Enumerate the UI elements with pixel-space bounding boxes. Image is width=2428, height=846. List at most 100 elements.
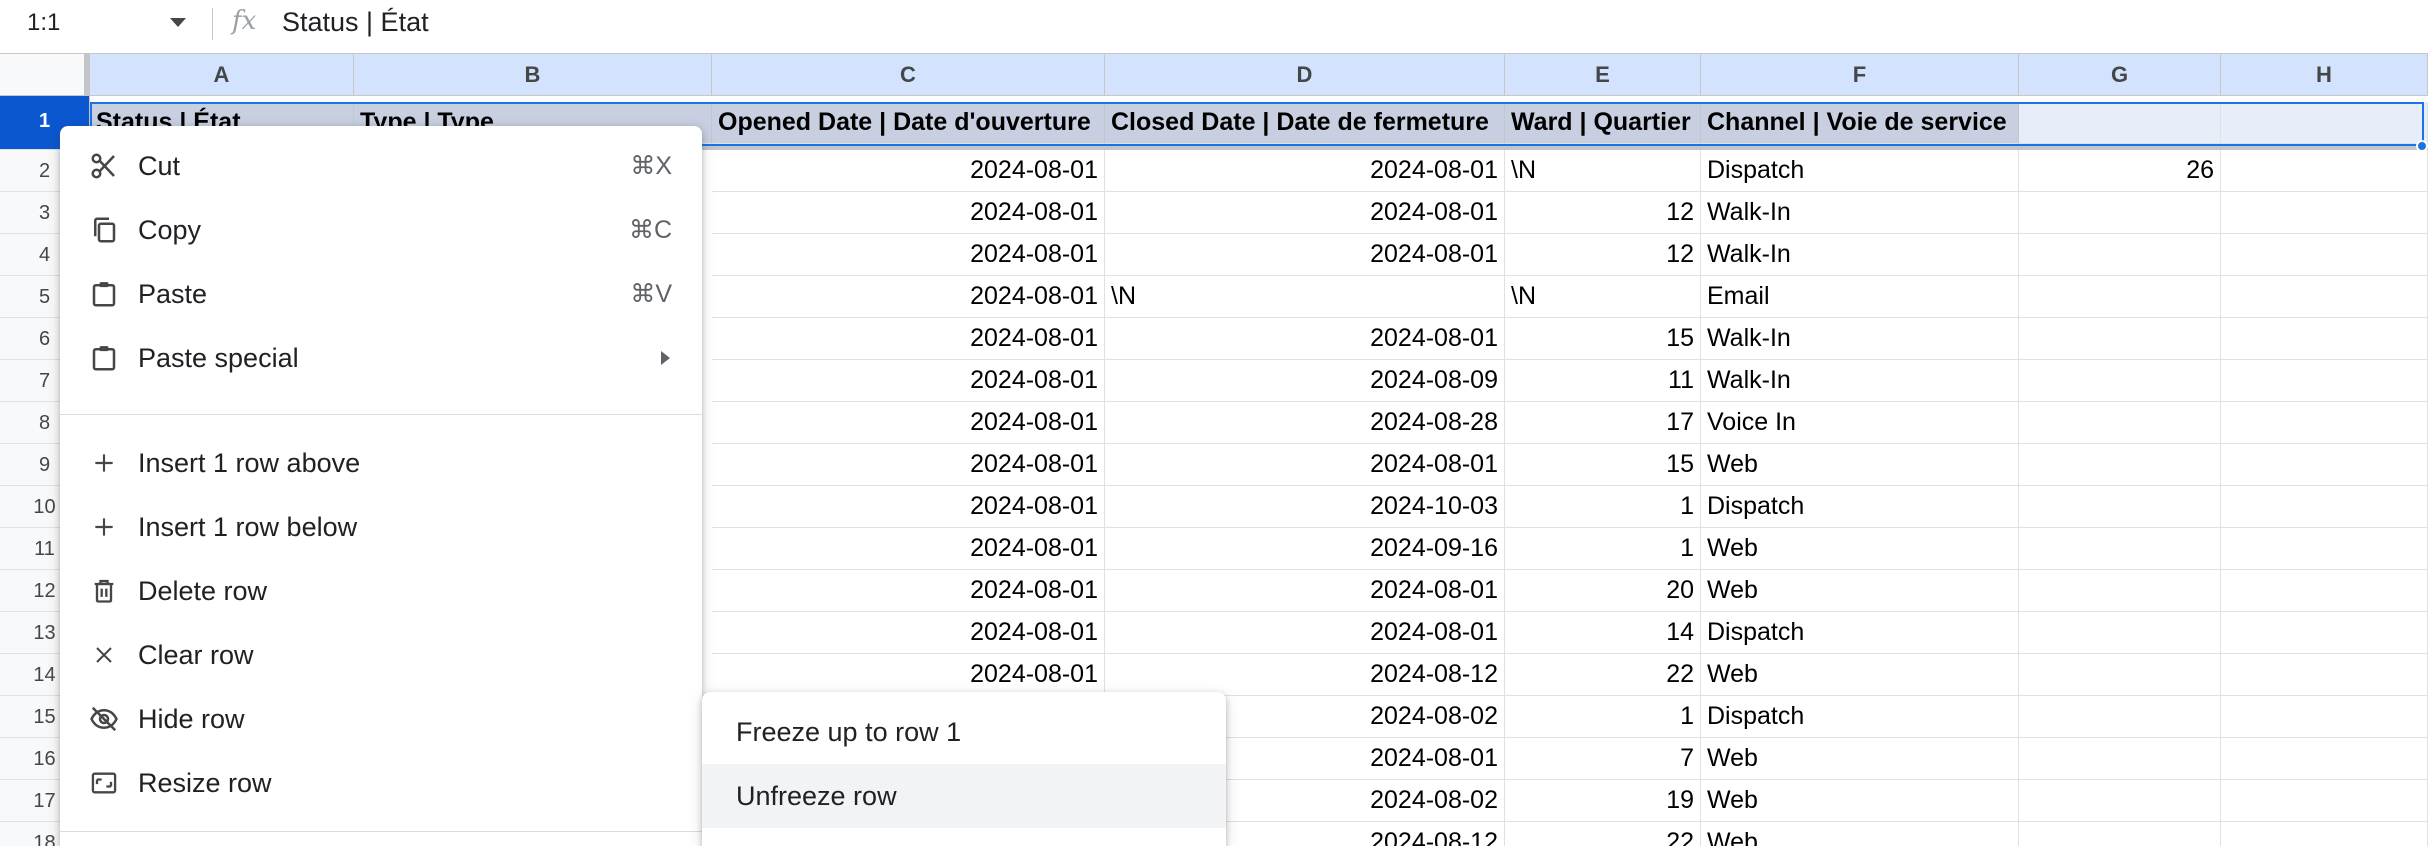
table-cell[interactable] bbox=[2221, 486, 2428, 528]
table-cell[interactable] bbox=[2221, 234, 2428, 276]
table-cell[interactable] bbox=[2019, 318, 2221, 360]
table-cell[interactable]: 19 bbox=[1505, 780, 1701, 822]
header-cell-f[interactable]: Channel | Voie de service bbox=[1701, 102, 2019, 144]
table-cell[interactable]: Voice In bbox=[1701, 402, 2019, 444]
table-cell[interactable] bbox=[2221, 570, 2428, 612]
paste-special-menu-item[interactable]: Paste special bbox=[60, 326, 702, 390]
table-cell[interactable] bbox=[2221, 360, 2428, 402]
table-cell[interactable]: Dispatch bbox=[1701, 486, 2019, 528]
column-header-b[interactable]: B bbox=[354, 54, 712, 96]
table-cell[interactable] bbox=[2221, 528, 2428, 570]
table-cell[interactable]: \N bbox=[1105, 276, 1505, 318]
table-cell[interactable]: 2024-08-01 bbox=[1105, 318, 1505, 360]
table-cell[interactable] bbox=[2019, 402, 2221, 444]
table-cell[interactable]: 2024-10-03 bbox=[1105, 486, 1505, 528]
copy-menu-item[interactable]: Copy ⌘C bbox=[60, 198, 702, 262]
table-cell[interactable]: 2024-08-01 bbox=[1105, 570, 1505, 612]
table-cell[interactable] bbox=[2221, 696, 2428, 738]
table-cell[interactable]: 2024-08-12 bbox=[1105, 654, 1505, 696]
table-cell[interactable] bbox=[2221, 192, 2428, 234]
table-cell[interactable]: 2024-08-01 bbox=[1105, 612, 1505, 654]
header-cell-e[interactable]: Ward | Quartier bbox=[1505, 102, 1701, 144]
table-cell[interactable]: 2024-08-01 bbox=[712, 276, 1105, 318]
cut-menu-item[interactable]: Cut ⌘X bbox=[60, 134, 702, 198]
table-cell[interactable]: Web bbox=[1701, 444, 2019, 486]
table-cell[interactable] bbox=[2221, 444, 2428, 486]
table-cell[interactable]: 17 bbox=[1505, 402, 1701, 444]
table-cell[interactable] bbox=[2019, 360, 2221, 402]
insert-row-above-menu-item[interactable]: Insert 1 row above bbox=[60, 431, 702, 495]
unfreeze-row-menu-item[interactable]: Unfreeze row bbox=[702, 764, 1226, 828]
column-header-a[interactable]: A bbox=[90, 54, 354, 96]
table-cell[interactable]: 2024-09-16 bbox=[1105, 528, 1505, 570]
table-cell[interactable]: 11 bbox=[1505, 360, 1701, 402]
table-cell[interactable] bbox=[2019, 696, 2221, 738]
table-cell[interactable] bbox=[2019, 612, 2221, 654]
column-header-h[interactable]: H bbox=[2221, 54, 2428, 96]
table-cell[interactable]: 22 bbox=[1505, 654, 1701, 696]
table-cell[interactable]: 2024-08-01 bbox=[712, 486, 1105, 528]
hide-row-menu-item[interactable]: Hide row bbox=[60, 687, 702, 751]
delete-row-menu-item[interactable]: Delete row bbox=[60, 559, 702, 623]
table-cell[interactable]: 2024-08-09 bbox=[1105, 360, 1505, 402]
table-cell[interactable] bbox=[2221, 738, 2428, 780]
table-cell[interactable] bbox=[2019, 444, 2221, 486]
table-cell[interactable]: \N bbox=[1505, 276, 1701, 318]
table-cell[interactable] bbox=[2221, 402, 2428, 444]
table-cell[interactable]: Web bbox=[1701, 822, 2019, 846]
header-cell-h[interactable] bbox=[2221, 102, 2428, 144]
table-cell[interactable]: Walk-In bbox=[1701, 234, 2019, 276]
table-cell[interactable]: 2024-08-01 bbox=[1105, 192, 1505, 234]
table-cell[interactable]: 2024-08-01 bbox=[1105, 150, 1505, 192]
table-cell[interactable] bbox=[2019, 780, 2221, 822]
table-cell[interactable]: 15 bbox=[1505, 444, 1701, 486]
header-cell-c[interactable]: Opened Date | Date d'ouverture bbox=[712, 102, 1105, 144]
table-cell[interactable]: 26 bbox=[2019, 150, 2221, 192]
column-header-f[interactable]: F bbox=[1701, 54, 2019, 96]
table-cell[interactable] bbox=[2019, 486, 2221, 528]
table-cell[interactable]: 2024-08-01 bbox=[1105, 444, 1505, 486]
table-cell[interactable]: 2024-08-01 bbox=[712, 612, 1105, 654]
table-cell[interactable] bbox=[2019, 822, 2221, 846]
table-cell[interactable]: Web bbox=[1701, 570, 2019, 612]
clear-row-menu-item[interactable]: Clear row bbox=[60, 623, 702, 687]
table-cell[interactable] bbox=[2221, 654, 2428, 696]
table-cell[interactable]: Email bbox=[1701, 276, 2019, 318]
table-cell[interactable] bbox=[2221, 822, 2428, 846]
select-all-corner[interactable] bbox=[0, 54, 90, 96]
header-cell-d[interactable]: Closed Date | Date de fermeture bbox=[1105, 102, 1505, 144]
table-cell[interactable]: 2024-08-02 bbox=[1105, 696, 1505, 738]
column-header-d[interactable]: D bbox=[1105, 54, 1505, 96]
table-cell[interactable]: Web bbox=[1701, 780, 2019, 822]
formula-input[interactable]: Status | État bbox=[282, 7, 429, 37]
name-box[interactable]: 1:1 bbox=[0, 0, 200, 46]
column-header-e[interactable]: E bbox=[1505, 54, 1701, 96]
table-cell[interactable]: Dispatch bbox=[1701, 696, 2019, 738]
table-cell[interactable]: Web bbox=[1701, 528, 2019, 570]
table-cell[interactable] bbox=[2019, 738, 2221, 780]
table-cell[interactable] bbox=[2221, 276, 2428, 318]
table-cell[interactable]: 22 bbox=[1505, 822, 1701, 846]
table-cell[interactable]: 2024-08-02 bbox=[1105, 780, 1505, 822]
table-cell[interactable]: 1 bbox=[1505, 696, 1701, 738]
column-freeze-handle[interactable] bbox=[84, 54, 90, 96]
table-cell[interactable]: 12 bbox=[1505, 234, 1701, 276]
table-cell[interactable] bbox=[2019, 528, 2221, 570]
table-cell[interactable]: 2024-08-01 bbox=[712, 192, 1105, 234]
table-cell[interactable]: 2024-08-01 bbox=[712, 318, 1105, 360]
table-cell[interactable]: 1 bbox=[1505, 528, 1701, 570]
table-cell[interactable]: Dispatch bbox=[1701, 150, 2019, 192]
insert-row-below-menu-item[interactable]: Insert 1 row below bbox=[60, 495, 702, 559]
table-cell[interactable]: 15 bbox=[1505, 318, 1701, 360]
table-cell[interactable] bbox=[2019, 192, 2221, 234]
table-cell[interactable]: 2024-08-01 bbox=[712, 234, 1105, 276]
table-cell[interactable]: 2024-08-12 bbox=[1105, 822, 1505, 846]
table-cell[interactable]: 2024-08-28 bbox=[1105, 402, 1505, 444]
table-cell[interactable] bbox=[2019, 570, 2221, 612]
table-cell[interactable]: 2024-08-01 bbox=[1105, 738, 1505, 780]
fill-handle[interactable] bbox=[2416, 140, 2428, 152]
table-cell[interactable]: Web bbox=[1701, 738, 2019, 780]
row-freeze-bar[interactable] bbox=[90, 144, 2428, 150]
table-cell[interactable] bbox=[2221, 780, 2428, 822]
table-cell[interactable]: 7 bbox=[1505, 738, 1701, 780]
